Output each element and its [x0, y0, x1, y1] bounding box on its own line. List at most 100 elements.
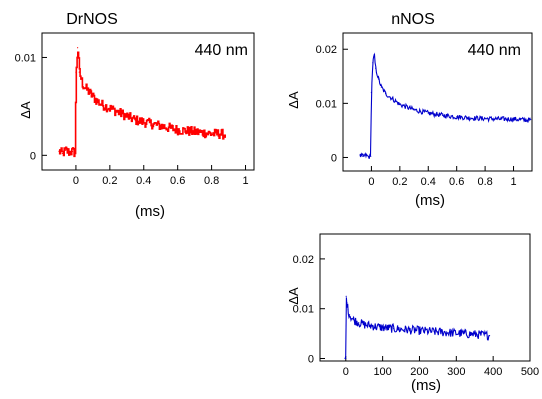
panel-1-title: DrNOS	[66, 11, 118, 28]
panel-2-xtick-label: 0.8	[477, 176, 492, 188]
panel-1-data-point	[202, 132, 204, 134]
panel-3-xtick-label: 200	[410, 366, 428, 378]
panel-1-xtick-label: 0	[73, 175, 79, 187]
panel-2-data-point	[380, 86, 382, 88]
panel-1-data-point	[65, 149, 67, 151]
panel-2-xtick-label: 0.6	[449, 176, 464, 188]
panel-1-data-point	[78, 71, 80, 73]
panel-2-xtick-label: 0	[368, 176, 374, 188]
panel-3-data-point	[352, 319, 354, 321]
panel-3-data-point	[363, 324, 365, 326]
panel-2-ytick-label: 0.01	[316, 98, 337, 110]
panel-3-ytick-label: 0.02	[293, 254, 314, 266]
panel-2-data-point	[441, 114, 444, 116]
panel-1-data-point	[82, 84, 84, 86]
panel-1-xtick-label: 0.2	[102, 175, 117, 187]
panel-1-data-point	[71, 150, 74, 152]
panel-1-data-point	[219, 133, 221, 135]
panel-1-data-point	[75, 71, 77, 73]
panel-2-xtick-label: 0.2	[392, 176, 407, 188]
panel-2-data-point	[498, 118, 500, 120]
panel-3-data-point	[347, 309, 349, 311]
panel-2-ytick-label: 0.02	[316, 44, 337, 56]
panel-1-data-point	[109, 107, 111, 109]
panel-1-xtick-label: 1	[242, 175, 248, 187]
panel-2-title: nNOS	[391, 11, 435, 28]
panel-2-data-point	[375, 67, 377, 69]
panel-2-data-point	[359, 155, 361, 157]
panel-3-data-point	[346, 302, 348, 304]
panel-3-data-point	[404, 329, 406, 331]
panel-1-data-point	[77, 47, 79, 49]
panel-2-data-point	[385, 93, 387, 95]
panel-3-data-point	[477, 334, 479, 336]
panel-2-data-point	[527, 119, 529, 121]
panel-3-data-point	[348, 314, 351, 316]
panel-3-series-trace	[344, 297, 490, 360]
panel-1-data-point	[194, 131, 196, 133]
panel-2-data-point	[456, 116, 458, 118]
panel-1-data-point	[92, 96, 94, 98]
panel-3-data-point	[345, 295, 347, 297]
panel-1-ytick-label: 0.01	[15, 52, 36, 64]
panel-2-data-point	[484, 117, 486, 120]
panel-2-data-point	[520, 119, 522, 121]
panel-3-data-point	[393, 328, 395, 330]
panel-2-xtick-label: 1	[510, 176, 516, 188]
panel-3-xtick-label: 300	[447, 366, 465, 378]
panel-2-data-point	[370, 155, 372, 157]
panel-2-data-point	[413, 109, 415, 111]
panel-1-data-point	[151, 123, 153, 125]
panel-1-data-point	[85, 88, 87, 90]
panel-2-data-point	[530, 119, 532, 121]
panel-3-data-point	[488, 335, 491, 337]
panel-2-ytick-label: 0	[331, 152, 337, 164]
panel-2-frame	[342, 32, 533, 172]
panel-1-data-point	[95, 99, 97, 102]
panel-2-series-trace	[359, 52, 531, 159]
panel-2-xlabel: (ms)	[415, 192, 445, 209]
panel-3-data-point	[358, 322, 360, 324]
panel-2-annotation: 440 nm	[468, 42, 521, 59]
panel-1-data-point	[100, 103, 102, 105]
panel-3-data-point	[345, 357, 347, 360]
panel-1-data-point	[224, 134, 226, 136]
panel-2-data-point	[427, 112, 429, 114]
panel-2-data-point	[368, 156, 370, 158]
panel-3-xtick-label: 500	[521, 366, 539, 378]
panel-3-data-point	[433, 331, 435, 333]
panel-1-xtick-label: 0.8	[204, 175, 219, 187]
panel-1-data-point	[117, 111, 119, 113]
panel-2-data-point	[362, 155, 364, 157]
panel-1-data-point	[160, 125, 162, 127]
panel-1-series-trace	[58, 51, 226, 158]
panel-1-data-point	[58, 150, 60, 152]
panel-1-xtick-label: 0.6	[170, 175, 185, 187]
panel-3-xtick-label: 0	[343, 366, 349, 378]
panel-1-data-point	[80, 78, 82, 80]
panel-2-data-point	[392, 98, 394, 100]
panel-1-data-point	[211, 133, 213, 135]
panel-3-frame	[319, 233, 531, 362]
panel-3-xlabel: (ms)	[411, 377, 441, 394]
panel-2-data-point	[377, 78, 380, 80]
panel-2-xtick-label: 0.4	[421, 176, 436, 188]
panel-3-ytick-label: 0.01	[293, 304, 314, 316]
panel-1-data-point	[68, 151, 70, 153]
panel-3-xtick-label: 400	[484, 366, 502, 378]
panel-1-data-point	[74, 152, 76, 154]
panel-3-data-point	[418, 330, 421, 332]
panel-1-ytick-label: 0	[30, 150, 36, 162]
panel-1-xlabel: (ms)	[135, 203, 165, 220]
panel-2-data-point	[373, 54, 375, 56]
panel-1-data-point	[185, 130, 187, 132]
panel-1-annotation: 440 nm	[195, 42, 248, 59]
panel-2-data-point	[470, 117, 472, 119]
panel-1-ylabel: ΔA	[18, 101, 33, 119]
panel-2-ylabel: ΔA	[286, 91, 301, 109]
panel-3-data-point	[448, 332, 450, 334]
panel-1-xtick-label: 0.4	[136, 175, 151, 187]
panel-3-ylabel: ΔA	[286, 287, 301, 305]
panel-2-data-point	[370, 91, 372, 94]
panel-1-data-point	[61, 152, 64, 154]
